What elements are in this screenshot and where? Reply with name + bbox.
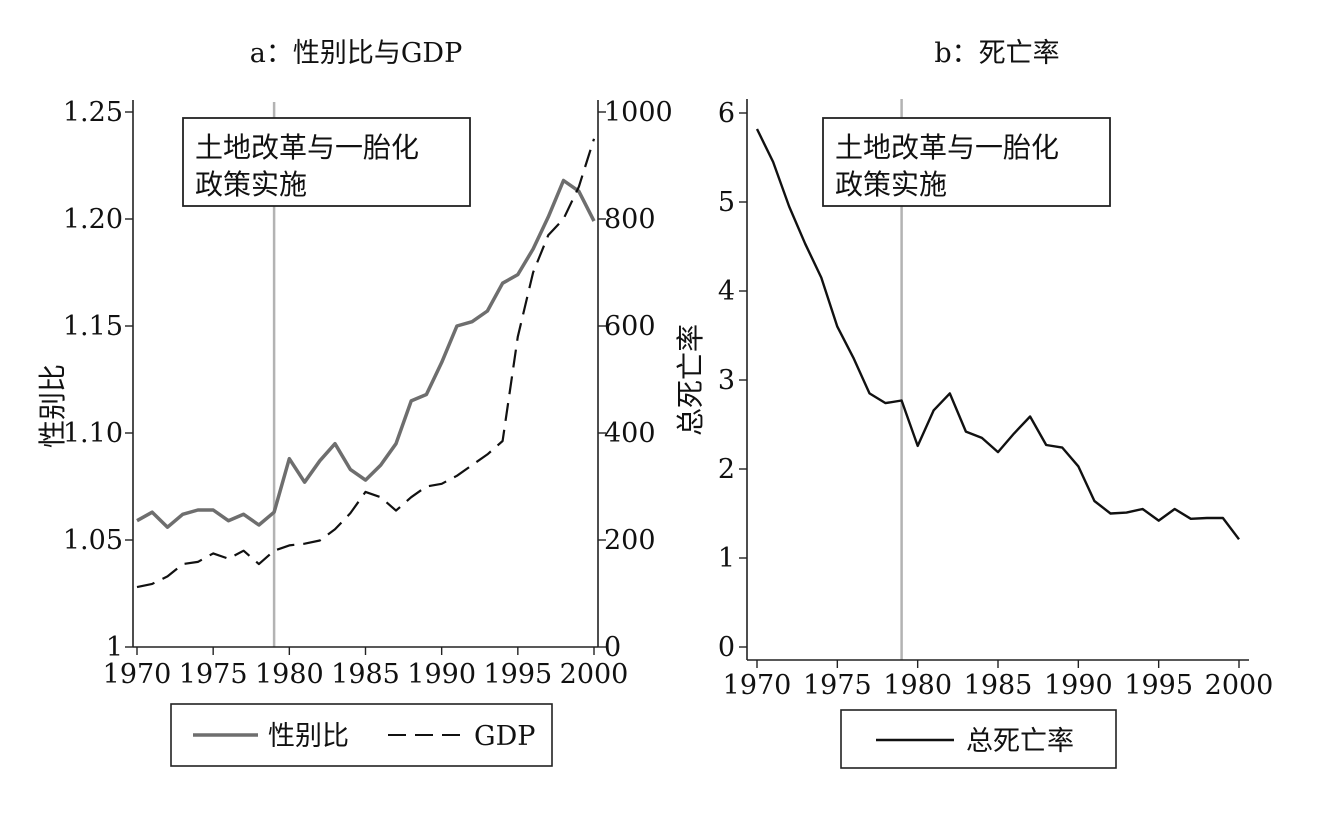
- y-tick-label: 1.15: [63, 311, 123, 342]
- y-tick-label: 1.25: [63, 97, 123, 128]
- panel-b-axes: 1970 1975 1980 1985 1990 1995 2000 0 1 2 3 4 5 6: [718, 98, 1274, 701]
- series-line-sex-ratio: [136, 178, 596, 529]
- panel-b-legend: 总死亡率: [840, 709, 1117, 769]
- annotation-line-2: 政策实施: [195, 168, 307, 201]
- x-tick-label: 2000: [560, 659, 629, 690]
- x-tick-label: 1990: [407, 659, 476, 690]
- y2-tick-label: 0: [604, 632, 621, 663]
- y2-tick-label: 400: [604, 418, 656, 449]
- y-tick-label: 1: [106, 632, 123, 663]
- y2-tick-label: 800: [604, 204, 656, 235]
- y-tick-label: 1: [718, 543, 735, 574]
- y-tick-label: 1.05: [63, 525, 123, 556]
- x-tick-label: 1980: [883, 670, 952, 701]
- y2-tick-label: 1000: [604, 97, 673, 128]
- panel-b-mortality: b：死亡率 1970 1975 1980 1985 1990 1995 2000 0 1 2 3 4 5…: [674, 38, 1274, 769]
- x-tick-label: 1970: [103, 659, 172, 690]
- y-tick-label: 6: [718, 98, 735, 129]
- y2-tick-label: 200: [604, 525, 656, 556]
- x-tick-label: 1985: [964, 670, 1033, 701]
- series-line-mortality: [755, 128, 1240, 541]
- panel-a-legend: 性别比 GDP: [170, 703, 553, 767]
- legend-label-mortality: 总死亡率: [966, 726, 1074, 757]
- legend-label-gdp: GDP: [474, 721, 535, 752]
- x-tick-label: 1975: [803, 670, 872, 701]
- panel-b-y-axis-label: 总死亡率: [674, 324, 707, 436]
- y-tick-label: 3: [718, 365, 735, 396]
- y-tick-label: 5: [718, 187, 735, 218]
- y-tick-label: 0: [718, 632, 735, 663]
- y-tick-label: 1.20: [63, 204, 123, 235]
- annotation-box: 土地改革与一胎化 政策实施: [822, 117, 1111, 207]
- panel-b-series: [755, 128, 1240, 541]
- annotation-line-1: 土地改革与一胎化: [835, 131, 1059, 164]
- legend-label-sex-ratio: 性别比: [268, 721, 349, 752]
- series-line-gdp: [136, 138, 596, 589]
- y-tick-label: 4: [718, 276, 735, 307]
- y-tick-label: 2: [718, 454, 735, 485]
- y2-tick-label: 600: [604, 311, 656, 342]
- panel-a-axes: 1970 1975 1980 1985 1990 1995 200011.051.101.1…: [63, 97, 673, 690]
- annotation-line-2: 政策实施: [835, 168, 947, 201]
- x-tick-label: 1985: [331, 659, 400, 690]
- y-tick-label: 1.10: [63, 418, 123, 449]
- x-tick-label: 1980: [255, 659, 324, 690]
- x-tick-label: 1995: [1124, 670, 1193, 701]
- panel-a-series: [136, 138, 596, 589]
- panel-a-y-axis-label: 性别比: [36, 364, 69, 448]
- annotation-box-frame: [822, 117, 1111, 207]
- annotation-line-1: 土地改革与一胎化: [195, 131, 419, 164]
- annotation-box-frame: [182, 117, 471, 207]
- annotation-box: 土地改革与一胎化 政策实施: [182, 117, 471, 207]
- x-tick-label: 2000: [1205, 670, 1274, 701]
- x-tick-label: 1995: [483, 659, 552, 690]
- panel-a-sex-ratio-gdp: a：性别比与GDP 1970 1975 1980 1985 1990 1995 200011…: [36, 38, 673, 767]
- x-tick-label: 1970: [723, 670, 792, 701]
- panel-b-title: b：死亡率: [934, 38, 1059, 69]
- x-tick-label: 1975: [179, 659, 248, 690]
- x-tick-label: 1990: [1044, 670, 1113, 701]
- panel-a-title: a：性别比与GDP: [250, 38, 462, 69]
